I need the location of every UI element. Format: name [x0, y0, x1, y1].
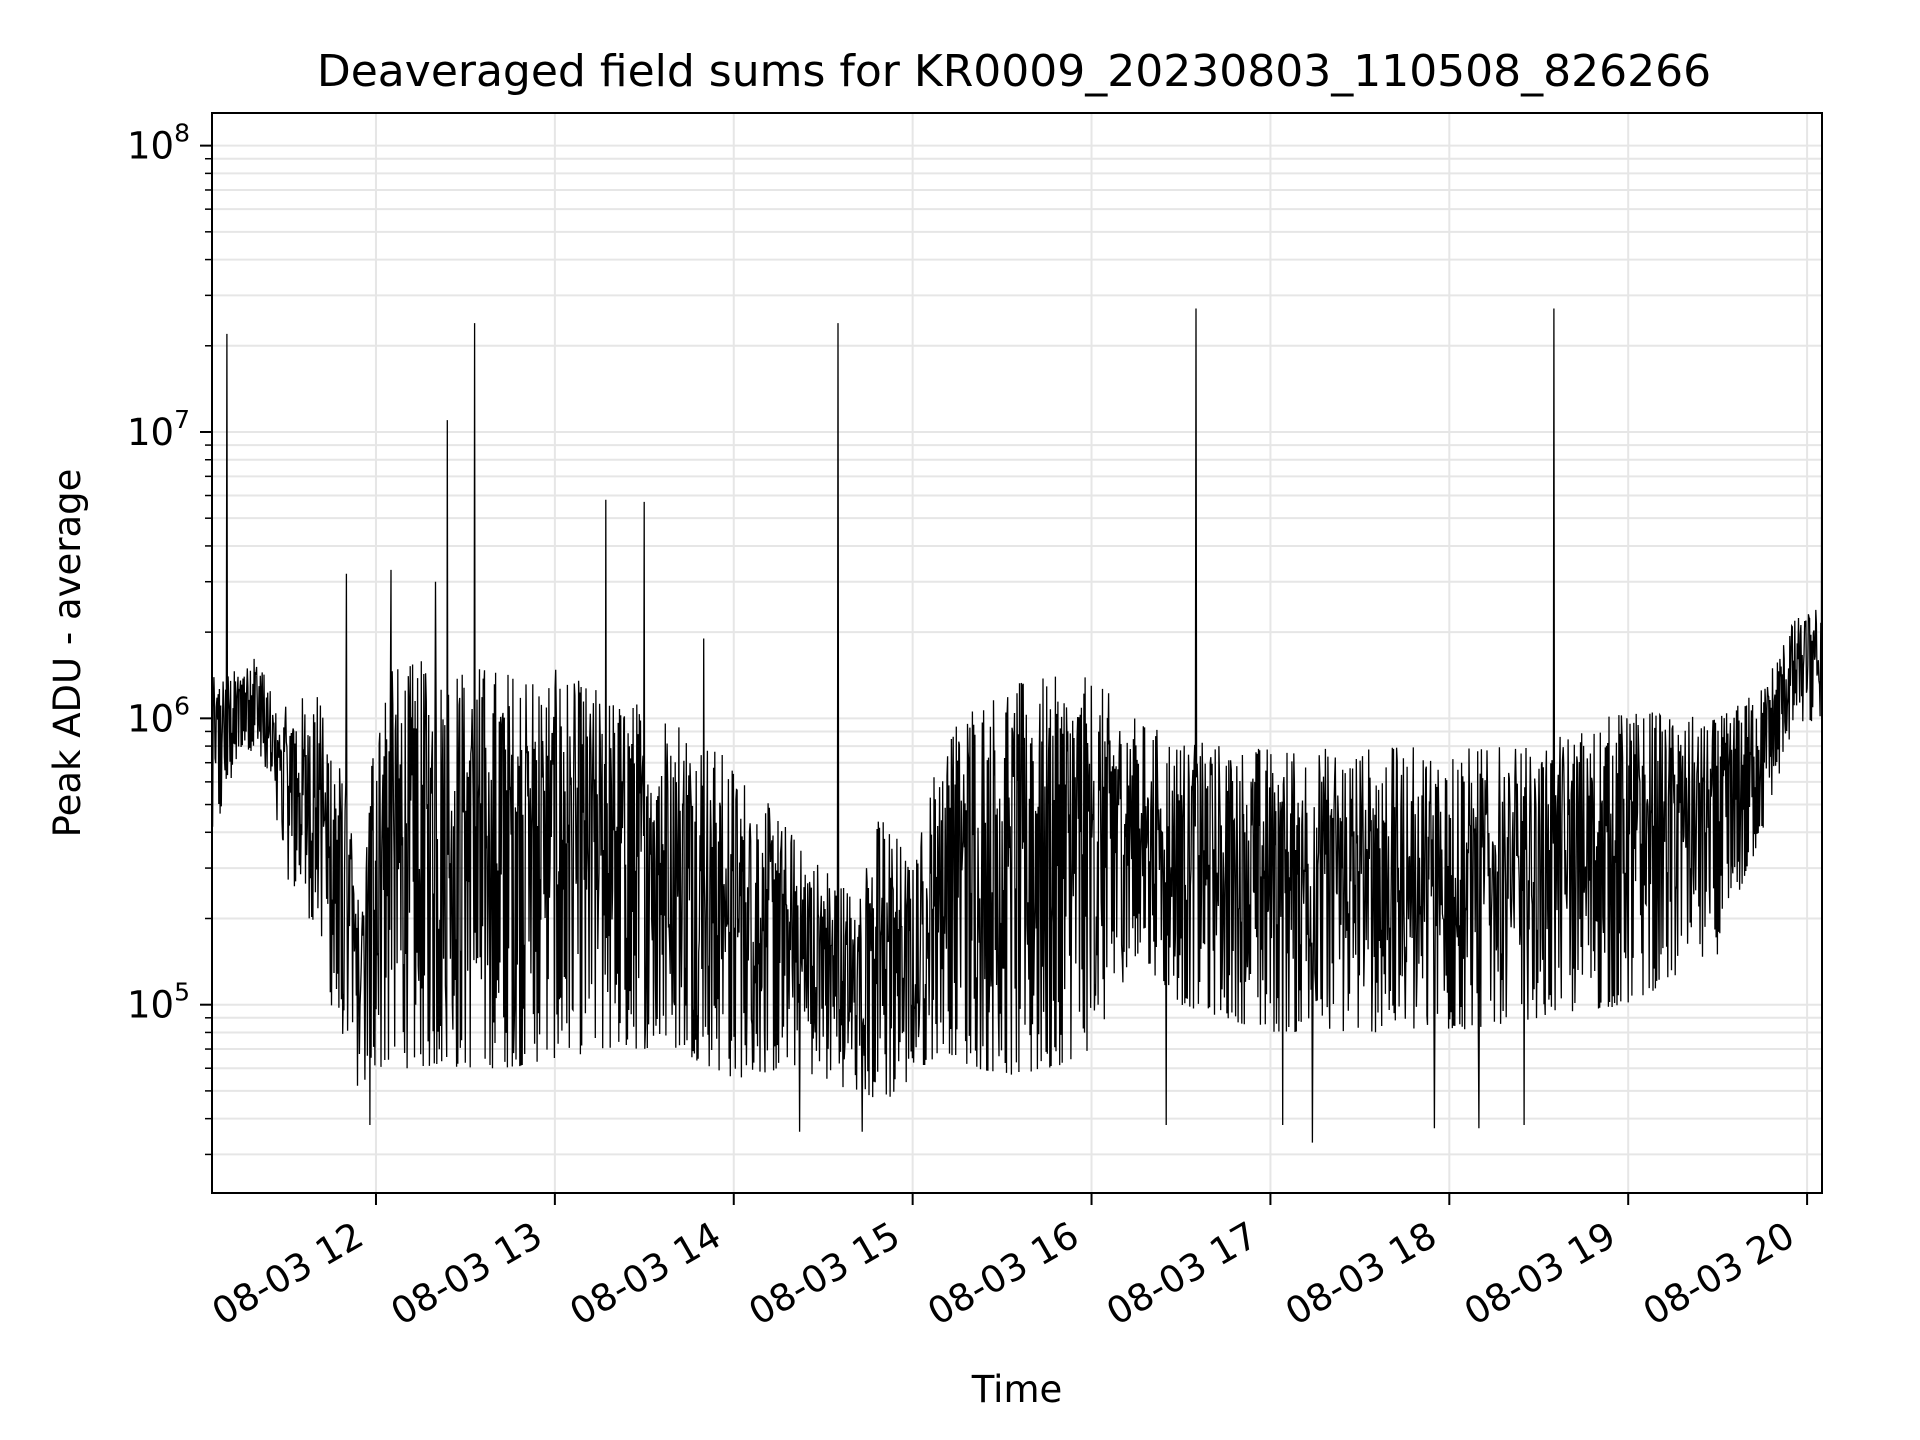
y-tick-label: 107 [127, 405, 190, 454]
chart-title: Deaveraged field sums for KR0009_2023080… [317, 46, 1711, 97]
y-axis-label: Peak ADU - average [46, 469, 89, 838]
plot-frame [211, 112, 1823, 1194]
y-tick-label: 105 [127, 978, 190, 1027]
x-axis-label: Time [971, 1368, 1063, 1411]
data-layer [211, 158, 1823, 1143]
y-tick-label: 106 [127, 691, 190, 740]
series-line [211, 158, 1823, 1143]
y-tick-label: 108 [127, 119, 190, 168]
